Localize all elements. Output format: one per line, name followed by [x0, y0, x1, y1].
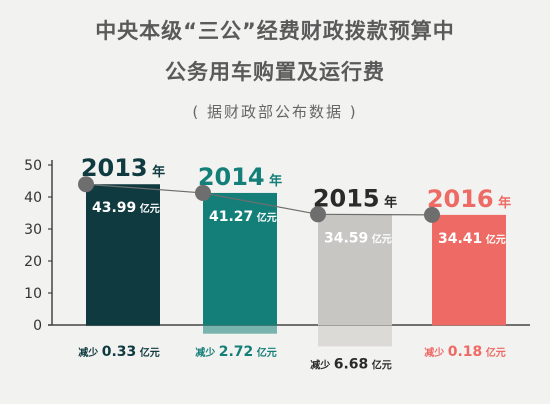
chart-title-line2: 公务用车购置及运行费: [165, 60, 385, 84]
chart-title-line1: 中央本级“三公”经费财政拨款预算中: [95, 19, 455, 43]
decrease-bar: [86, 325, 160, 327]
bar: [318, 214, 392, 325]
category-year-label: 2014 年: [198, 163, 282, 191]
bar: [86, 184, 160, 325]
decrease-bar: [432, 325, 506, 326]
decrease-label: 减少 0.18 亿元: [424, 344, 506, 360]
trend-marker: [424, 206, 440, 223]
decrease-label: 减少 0.33 亿元: [78, 344, 160, 360]
bar-value-label: 34.59 亿元: [324, 230, 392, 246]
y-tick-label: 10: [24, 286, 42, 302]
y-tick-label: 40: [24, 190, 42, 206]
y-tick-label: 20: [24, 254, 42, 270]
y-tick-label: 30: [24, 222, 42, 238]
bar-value-label: 43.99 亿元: [92, 200, 160, 216]
trend-marker: [78, 176, 94, 193]
trend-line-segment: [317, 213, 433, 216]
chart-source-note: ( 据财政部公布数据 ): [192, 103, 358, 121]
trend-line-segment: [85, 183, 204, 194]
bar-value-label: 34.41 亿元: [438, 231, 506, 247]
y-tick-label: 0: [33, 318, 42, 334]
trend-marker: [195, 184, 211, 201]
trend-line-segment: [202, 192, 319, 215]
decrease-label: 减少 6.68 亿元: [310, 356, 392, 372]
y-tick-label: 50: [24, 158, 42, 174]
decrease-label: 减少 2.72 亿元: [195, 344, 277, 360]
bar: [203, 192, 277, 325]
bar: [432, 214, 506, 325]
category-year-label: 2015 年: [313, 184, 397, 212]
category-year-label: 2013 年: [81, 154, 165, 182]
bar-value-label: 41.27 亿元: [209, 209, 277, 225]
trend-marker: [310, 206, 326, 223]
category-year-label: 2016 年: [427, 185, 511, 213]
decrease-bar: [318, 325, 392, 347]
decrease-bar: [203, 325, 277, 334]
